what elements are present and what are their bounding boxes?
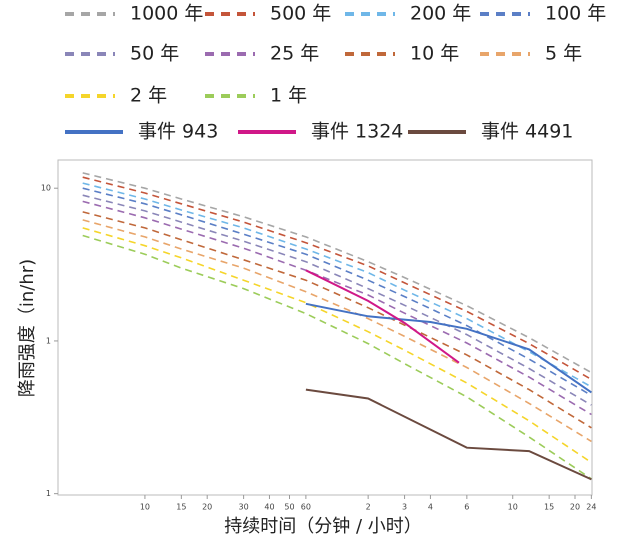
y-tick-label: 10 [41,184,51,193]
x-tick-label: 10 [140,503,150,512]
legend-label: 1 年 [270,85,307,107]
legend-label: 事件 4491 [481,121,573,143]
y-tick-label: 1 [46,489,51,498]
y-axis-label: 降雨强度（in/hr) [17,259,38,397]
legend-label: 1000 年 [130,3,203,25]
x-tick-label: 10 [508,503,518,512]
series-line [82,172,592,374]
plot-frame [57,159,593,496]
x-tick-label: 20 [202,503,212,512]
legend-label: 50 年 [130,43,179,65]
legend-label: 25 年 [270,43,319,65]
series-line [82,211,592,429]
x-tick-label: 60 [301,503,311,512]
x-tick-label: 6 [464,503,469,512]
legend-label: 事件 1324 [311,121,403,143]
x-tick-label: 20 [570,503,580,512]
series-line [305,269,460,364]
legend-label: 10 年 [410,43,459,65]
series-line [82,200,592,416]
series-line [82,234,592,480]
x-tick-label: 3 [402,503,407,512]
legend-label: 事件 943 [138,121,218,143]
x-tick-label: 40 [264,503,274,512]
series-line [82,219,592,443]
legend-label: 100 年 [545,3,606,25]
x-axis-label: 持续时间（分钟 / 小时） [224,516,422,537]
x-tick-label: 15 [176,503,186,512]
legend-label: 2 年 [130,85,167,107]
x-tick-label: 24 [586,503,596,512]
legend-label: 500 年 [270,3,331,25]
legend-label: 200 年 [410,3,471,25]
legend-label: 5 年 [545,43,582,65]
series-line [82,187,592,397]
series-line [82,176,592,381]
x-tick-label: 4 [428,503,433,512]
series-line [82,182,592,388]
x-tick-label: 15 [544,503,554,512]
x-tick-label: 30 [239,503,249,512]
series-line [82,227,592,464]
series-line [82,194,592,406]
y-tick-label: 1 [46,336,51,345]
x-tick-label: 2 [366,503,371,512]
series-line [305,302,592,394]
x-tick-label: 50 [284,503,294,512]
series-line [305,388,592,481]
